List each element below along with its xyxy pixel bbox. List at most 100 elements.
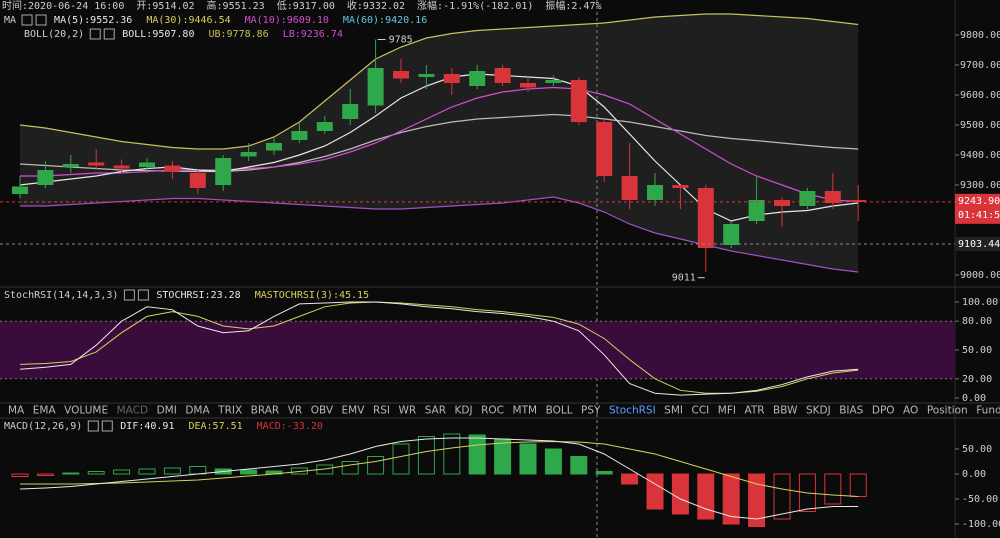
legend-icon[interactable] [35, 14, 47, 26]
legend-icon[interactable] [101, 420, 113, 432]
macd-bar [748, 473, 766, 527]
candle-body [139, 162, 155, 167]
indicator-tab[interactable]: SAR [425, 405, 446, 417]
candle-body [621, 176, 638, 200]
macd-bar [570, 456, 588, 475]
candle-body [697, 188, 714, 248]
candle-body [570, 80, 587, 122]
macd-bar [417, 436, 435, 475]
tick-label: 9700.00 [960, 60, 1000, 71]
legend-icon[interactable] [21, 14, 33, 26]
legend-item: DEA:57.51 [188, 421, 242, 432]
legend-icon[interactable] [137, 289, 149, 301]
dea-line [20, 440, 859, 497]
indicator-tab[interactable]: MFI [718, 405, 736, 417]
legend-icon[interactable] [89, 28, 101, 40]
legend-item: STOCHRSI:23.28 [156, 290, 240, 301]
candle-body [799, 191, 816, 206]
legend-item: MASTOCHRSI(3):45.15 [255, 290, 369, 301]
indicator-tab[interactable]: KDJ [455, 405, 473, 417]
legend-item: 振幅:2.47% [545, 0, 601, 12]
indicator-tab[interactable]: OBV [311, 405, 334, 417]
indicator-tab[interactable]: VR [288, 405, 302, 417]
indicator-tab[interactable]: DMI [157, 405, 177, 417]
indicator-tab[interactable]: EMV [342, 405, 366, 417]
indicator-tab[interactable]: BOLL [546, 405, 573, 417]
candle-body [469, 71, 486, 86]
macd-bar [11, 473, 29, 477]
indicator-tab[interactable]: MA [8, 405, 25, 417]
legend-item: MA(10):9609.10 [245, 15, 329, 26]
last-price: 9243.90 [958, 196, 1000, 207]
macd-bar [341, 461, 359, 475]
candle-body [164, 165, 181, 172]
legend-icon[interactable] [123, 289, 135, 301]
candle-body [443, 74, 460, 83]
candle-body [824, 191, 841, 203]
indicator-tab[interactable]: BIAS [839, 405, 863, 417]
candle-body [367, 68, 384, 106]
legend-icon[interactable] [87, 420, 99, 432]
countdown: 01:41:50 [958, 210, 1000, 221]
tick-label: 0.00 [962, 393, 986, 404]
annotation: 9785 [389, 35, 413, 46]
indicator-tab[interactable]: SMI [664, 405, 683, 417]
indicator-tab[interactable]: RSI [373, 405, 390, 417]
legend-item: DIF:40.91 [120, 421, 174, 432]
indicator-tab[interactable]: SKDJ [806, 405, 831, 417]
indicator-tab[interactable]: BRAR [251, 405, 280, 417]
indicator-tab[interactable]: Fundflow [976, 405, 1000, 417]
indicator-tab[interactable]: Position [927, 405, 968, 417]
macd-bar [138, 468, 156, 475]
candle-body [672, 185, 689, 188]
stoch-band [0, 321, 955, 379]
indicator-tab[interactable]: DMA [185, 405, 210, 417]
indicator-tab[interactable]: DPO [872, 405, 895, 417]
macd-bar [36, 473, 54, 476]
legend-item: MA(5):9552.36 [54, 15, 132, 26]
legend-icon[interactable] [103, 28, 115, 40]
indicator-tab[interactable]: MTM [513, 405, 538, 417]
legend-item: 开:9514.02 [136, 1, 194, 12]
macd-bar [595, 471, 613, 475]
macd-bar [113, 469, 131, 475]
tick-label: 50.00 [962, 345, 992, 356]
indicator-tab[interactable]: AO [903, 405, 918, 417]
indicator-tab[interactable]: ATR [744, 405, 764, 417]
indicator-tab[interactable]: ROC [481, 405, 504, 417]
legend-item: MA(60):9420.16 [343, 15, 427, 26]
candle-body [647, 185, 663, 200]
price-line [19, 13, 859, 150]
last-price-box [955, 193, 1000, 224]
indicator-tab[interactable]: MACD [117, 405, 148, 417]
candle-body [494, 68, 511, 83]
macd-bar [87, 471, 105, 475]
tick-label: 0.00 [962, 469, 986, 480]
tick-label: 9500.00 [960, 120, 1000, 131]
macd-bar [443, 433, 461, 475]
indicator-tab[interactable]: EMA [33, 405, 57, 417]
macd-bar [697, 473, 715, 520]
candle-body [291, 131, 308, 140]
candle-body [545, 80, 562, 83]
indicator-tab[interactable]: BBW [773, 405, 798, 417]
macd-bar [392, 443, 410, 475]
indicator-tab[interactable]: TRIX [217, 405, 242, 417]
candle-body [215, 158, 232, 185]
candle-body [113, 165, 130, 169]
indicator-tab[interactable]: WR [399, 405, 417, 417]
candle-body [850, 200, 867, 202]
tick-label: 80.00 [962, 316, 992, 327]
macd-bar [519, 443, 537, 475]
indicator-tab[interactable]: VOLUME [64, 405, 108, 417]
candle-body [723, 224, 740, 245]
candle-body [418, 74, 435, 77]
indicator-tab[interactable]: CCI [692, 405, 710, 417]
indicator-tab[interactable]: PSY [581, 405, 601, 417]
candle-body [316, 122, 333, 131]
legend-item: UB:9778.86 [208, 29, 268, 40]
indicator-tab[interactable]: StochRSI [609, 405, 656, 417]
legend-name: StochRSI(14,14,3,3) [4, 290, 118, 301]
legend-item: 高:9551.23 [207, 0, 265, 12]
macd-bar [824, 473, 842, 505]
